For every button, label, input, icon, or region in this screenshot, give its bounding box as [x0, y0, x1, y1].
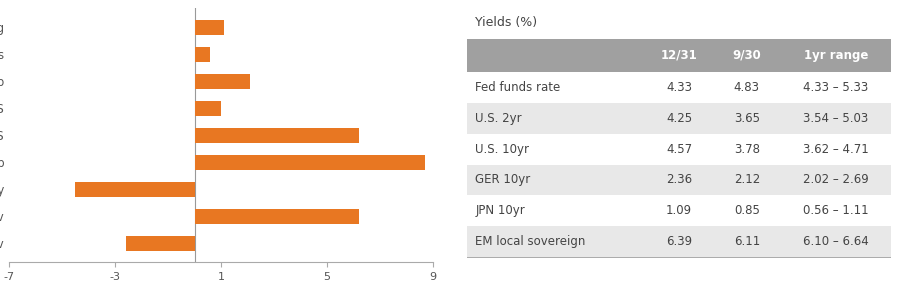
Text: 0.85: 0.85 [734, 204, 760, 217]
Text: 3.54 – 5.03: 3.54 – 5.03 [803, 112, 868, 125]
Bar [194, 209, 359, 224]
Text: 4.33 – 5.33: 4.33 – 5.33 [803, 81, 868, 94]
FancyBboxPatch shape [467, 195, 891, 226]
FancyBboxPatch shape [467, 39, 891, 72]
Bar [194, 101, 221, 116]
FancyBboxPatch shape [467, 103, 891, 134]
Text: 2024 fixed income sector returns: 2024 fixed income sector returns [9, 0, 217, 3]
Text: Fed funds rate: Fed funds rate [475, 81, 561, 94]
Text: U.S. 10yr: U.S. 10yr [475, 143, 529, 156]
Text: 4.57: 4.57 [666, 143, 692, 156]
Text: GER 10yr: GER 10yr [475, 173, 531, 186]
Bar [194, 47, 211, 62]
Text: 3.65: 3.65 [734, 112, 760, 125]
Text: 0.56 – 1.11: 0.56 – 1.11 [803, 204, 868, 217]
FancyBboxPatch shape [467, 72, 891, 103]
FancyBboxPatch shape [467, 134, 891, 164]
Text: U.S. 2yr: U.S. 2yr [475, 112, 522, 125]
Text: 3.78: 3.78 [734, 143, 760, 156]
Text: 1yr range: 1yr range [804, 49, 868, 62]
Bar [194, 74, 250, 89]
Text: 6.11: 6.11 [734, 235, 760, 248]
Text: 6.10 – 6.64: 6.10 – 6.64 [803, 235, 868, 248]
Text: 1.09: 1.09 [666, 204, 692, 217]
Bar [126, 236, 194, 251]
FancyBboxPatch shape [467, 164, 891, 195]
Text: 4.33: 4.33 [666, 81, 692, 94]
Text: 2.36: 2.36 [666, 173, 692, 186]
Text: Yields (%): Yields (%) [475, 16, 537, 29]
Text: JPN 10yr: JPN 10yr [475, 204, 526, 217]
Bar [194, 20, 224, 35]
Bar [194, 128, 359, 143]
FancyBboxPatch shape [467, 226, 891, 257]
Text: EM local sovereign: EM local sovereign [475, 235, 586, 248]
Text: 4.25: 4.25 [666, 112, 692, 125]
Text: 12/31: 12/31 [661, 49, 698, 62]
Bar [194, 155, 425, 170]
Text: 2.02 – 2.69: 2.02 – 2.69 [803, 173, 868, 186]
Bar [76, 182, 194, 197]
Text: 2.12: 2.12 [734, 173, 760, 186]
Text: 3.62 – 4.71: 3.62 – 4.71 [803, 143, 868, 156]
Text: 9/30: 9/30 [733, 49, 761, 62]
Text: 4.83: 4.83 [734, 81, 760, 94]
Text: 6.39: 6.39 [666, 235, 692, 248]
